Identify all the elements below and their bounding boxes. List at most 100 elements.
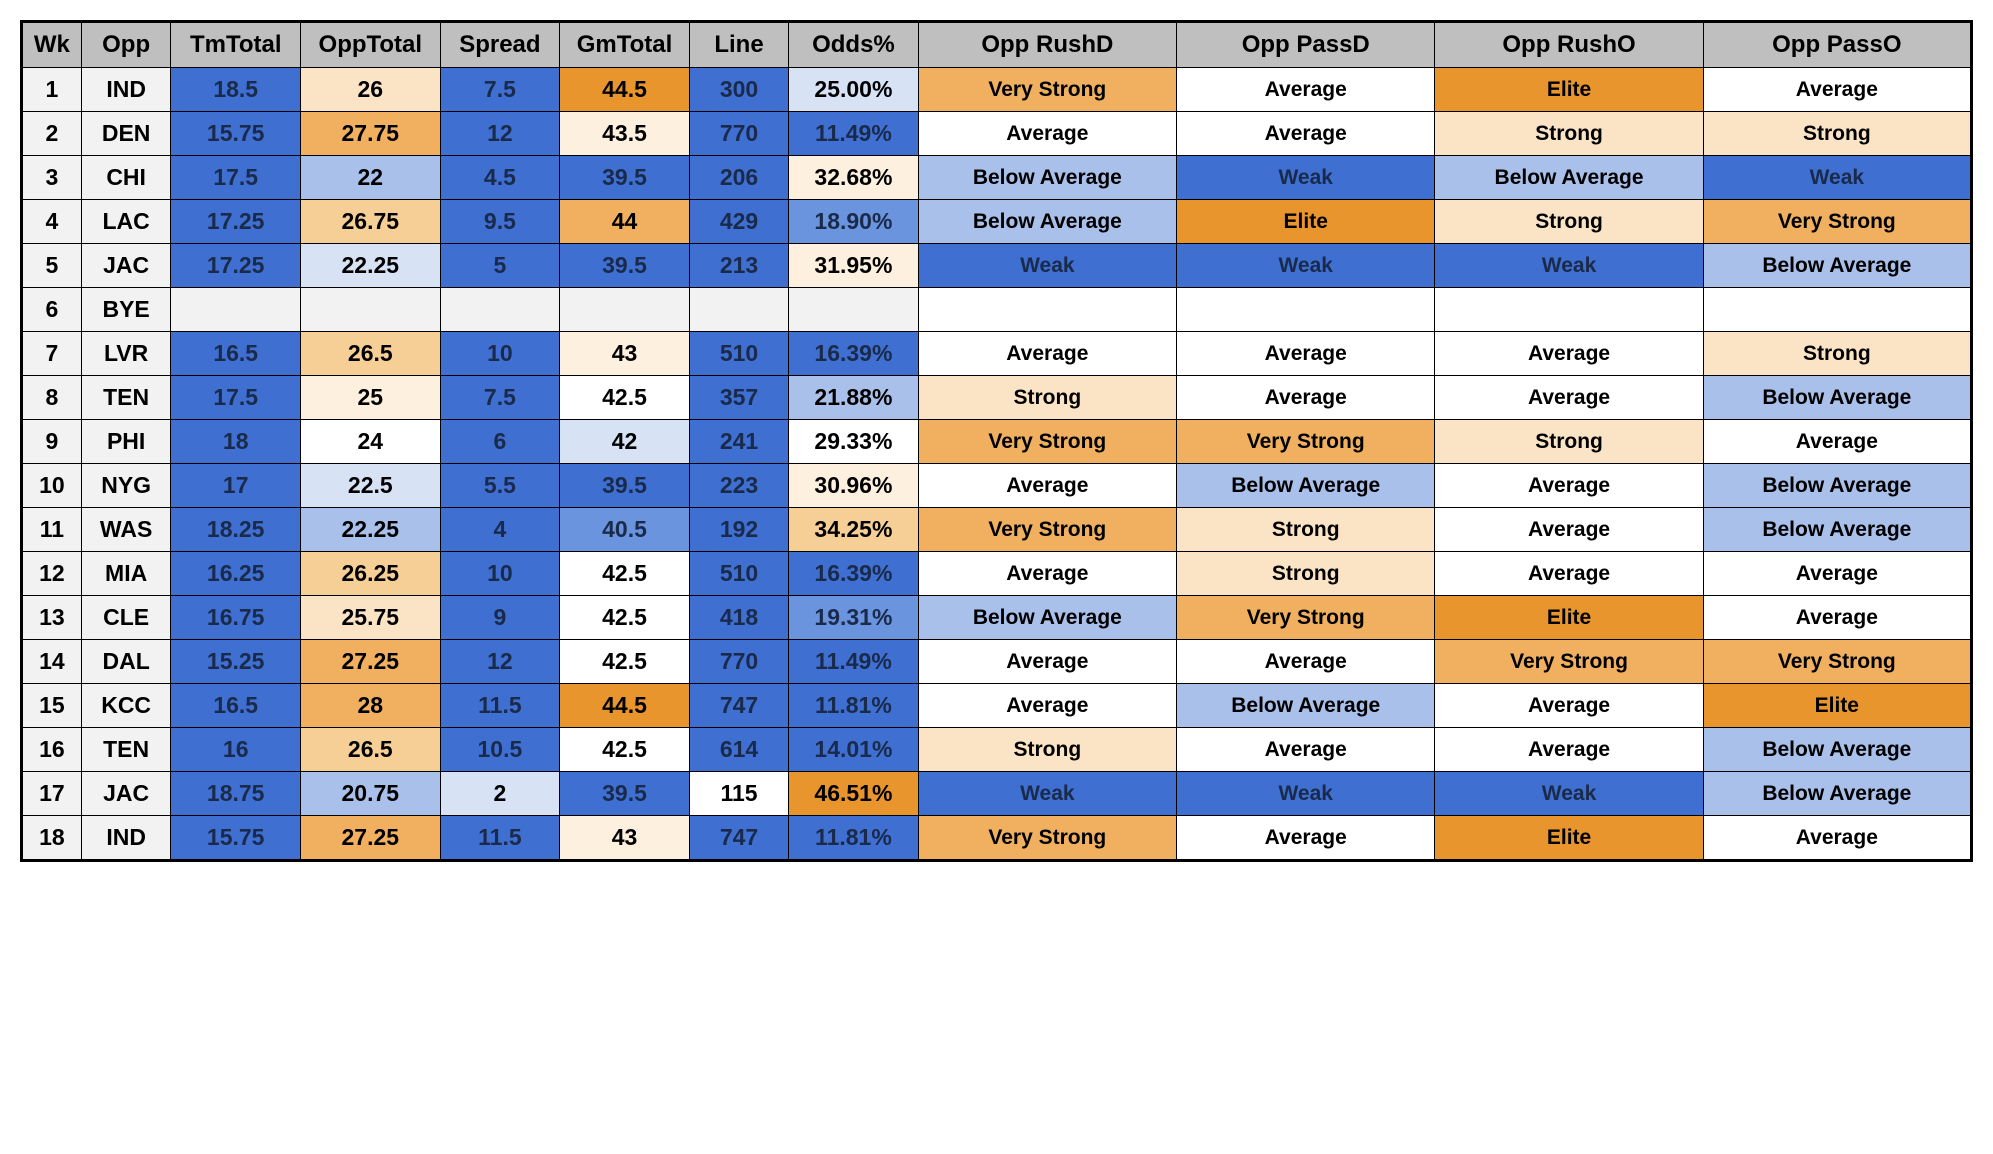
opponent-cell: CHI	[81, 156, 171, 200]
stat-cell: 39.5	[560, 156, 690, 200]
stat-cell: 42.5	[560, 376, 690, 420]
week-cell: 17	[22, 772, 82, 816]
opponent-cell: IND	[81, 68, 171, 112]
rating-cell: Below Average	[1703, 772, 1971, 816]
column-header: OppTotal	[301, 22, 441, 68]
stat-cell: 24	[301, 420, 441, 464]
stat-cell: 17.25	[171, 244, 301, 288]
rating-cell: Average	[1435, 728, 1703, 772]
rating-cell: Very Strong	[1177, 596, 1435, 640]
stat-cell: 29.33%	[789, 420, 918, 464]
rating-cell: Strong	[1703, 332, 1971, 376]
column-header: Odds%	[789, 22, 918, 68]
stat-cell: 18.25	[171, 508, 301, 552]
rating-cell: Average	[918, 332, 1176, 376]
rating-cell: Average	[918, 640, 1176, 684]
rating-cell: Very Strong	[1435, 640, 1703, 684]
stat-cell: 10	[440, 332, 560, 376]
rating-cell: Strong	[1177, 508, 1435, 552]
stat-cell: 22.5	[301, 464, 441, 508]
stat-cell: 12	[440, 112, 560, 156]
stat-cell: 25.00%	[789, 68, 918, 112]
stat-cell: 10	[440, 552, 560, 596]
week-cell: 6	[22, 288, 82, 332]
rating-cell: Below Average	[1177, 464, 1435, 508]
stat-cell: 241	[689, 420, 788, 464]
stat-cell: 747	[689, 816, 788, 861]
opponent-cell: JAC	[81, 244, 171, 288]
stat-cell: 44.5	[560, 684, 690, 728]
rating-cell: Strong	[1435, 420, 1703, 464]
opponent-cell: BYE	[81, 288, 171, 332]
rating-cell	[1177, 288, 1435, 332]
opponent-cell: TEN	[81, 376, 171, 420]
opponent-cell: NYG	[81, 464, 171, 508]
stat-cell: 42.5	[560, 728, 690, 772]
table-row: 14DAL15.2527.251242.577011.49%AverageAve…	[22, 640, 1972, 684]
stat-cell: 5	[440, 244, 560, 288]
table-row: 5JAC17.2522.25539.521331.95%WeakWeakWeak…	[22, 244, 1972, 288]
rating-cell: Strong	[1703, 112, 1971, 156]
schedule-table: WkOppTmTotalOppTotalSpreadGmTotalLineOdd…	[20, 20, 1973, 862]
stat-cell: 510	[689, 332, 788, 376]
stat-cell: 4.5	[440, 156, 560, 200]
stat-cell: 7.5	[440, 68, 560, 112]
stat-cell: 11.81%	[789, 816, 918, 861]
column-header: Opp RushO	[1435, 22, 1703, 68]
stat-cell	[789, 288, 918, 332]
week-cell: 3	[22, 156, 82, 200]
rating-cell: Average	[1703, 596, 1971, 640]
rating-cell: Very Strong	[918, 420, 1176, 464]
stat-cell: 46.51%	[789, 772, 918, 816]
rating-cell: Average	[918, 684, 1176, 728]
stat-cell: 300	[689, 68, 788, 112]
rating-cell: Strong	[1435, 200, 1703, 244]
rating-cell: Average	[918, 112, 1176, 156]
week-cell: 7	[22, 332, 82, 376]
week-cell: 18	[22, 816, 82, 861]
rating-cell: Strong	[918, 376, 1176, 420]
stat-cell	[301, 288, 441, 332]
rating-cell: Below Average	[1177, 684, 1435, 728]
rating-cell: Average	[1177, 332, 1435, 376]
opponent-cell: WAS	[81, 508, 171, 552]
rating-cell: Elite	[1703, 684, 1971, 728]
rating-cell: Below Average	[918, 156, 1176, 200]
stat-cell: 16.39%	[789, 332, 918, 376]
stat-cell: 747	[689, 684, 788, 728]
week-cell: 16	[22, 728, 82, 772]
stat-cell: 26	[301, 68, 441, 112]
column-header: Line	[689, 22, 788, 68]
stat-cell: 44.5	[560, 68, 690, 112]
stat-cell: 34.25%	[789, 508, 918, 552]
rating-cell: Average	[1435, 552, 1703, 596]
rating-cell: Weak	[1435, 772, 1703, 816]
stat-cell: 11.5	[440, 816, 560, 861]
rating-cell: Average	[1703, 420, 1971, 464]
stat-cell: 25.75	[301, 596, 441, 640]
stat-cell: 17.5	[171, 156, 301, 200]
stat-cell	[171, 288, 301, 332]
table-row: 18IND15.7527.2511.54374711.81%Very Stron…	[22, 816, 1972, 861]
rating-cell: Elite	[1435, 816, 1703, 861]
table-row: 3CHI17.5224.539.520632.68%Below AverageW…	[22, 156, 1972, 200]
stat-cell: 5.5	[440, 464, 560, 508]
opponent-cell: TEN	[81, 728, 171, 772]
opponent-cell: CLE	[81, 596, 171, 640]
table-row: 16TEN1626.510.542.561414.01%StrongAverag…	[22, 728, 1972, 772]
table-row: 17JAC18.7520.75239.511546.51%WeakWeakWea…	[22, 772, 1972, 816]
week-cell: 5	[22, 244, 82, 288]
rating-cell: Average	[1177, 112, 1435, 156]
stat-cell: 18.75	[171, 772, 301, 816]
table-row: 15KCC16.52811.544.574711.81%AverageBelow…	[22, 684, 1972, 728]
table-row: 13CLE16.7525.75942.541819.31%Below Avera…	[22, 596, 1972, 640]
stat-cell: 26.75	[301, 200, 441, 244]
stat-cell: 16.39%	[789, 552, 918, 596]
stat-cell: 17.5	[171, 376, 301, 420]
rating-cell: Weak	[1435, 244, 1703, 288]
rating-cell: Weak	[918, 244, 1176, 288]
rating-cell: Elite	[1177, 200, 1435, 244]
week-cell: 2	[22, 112, 82, 156]
stat-cell: 17.25	[171, 200, 301, 244]
stat-cell: 27.25	[301, 640, 441, 684]
